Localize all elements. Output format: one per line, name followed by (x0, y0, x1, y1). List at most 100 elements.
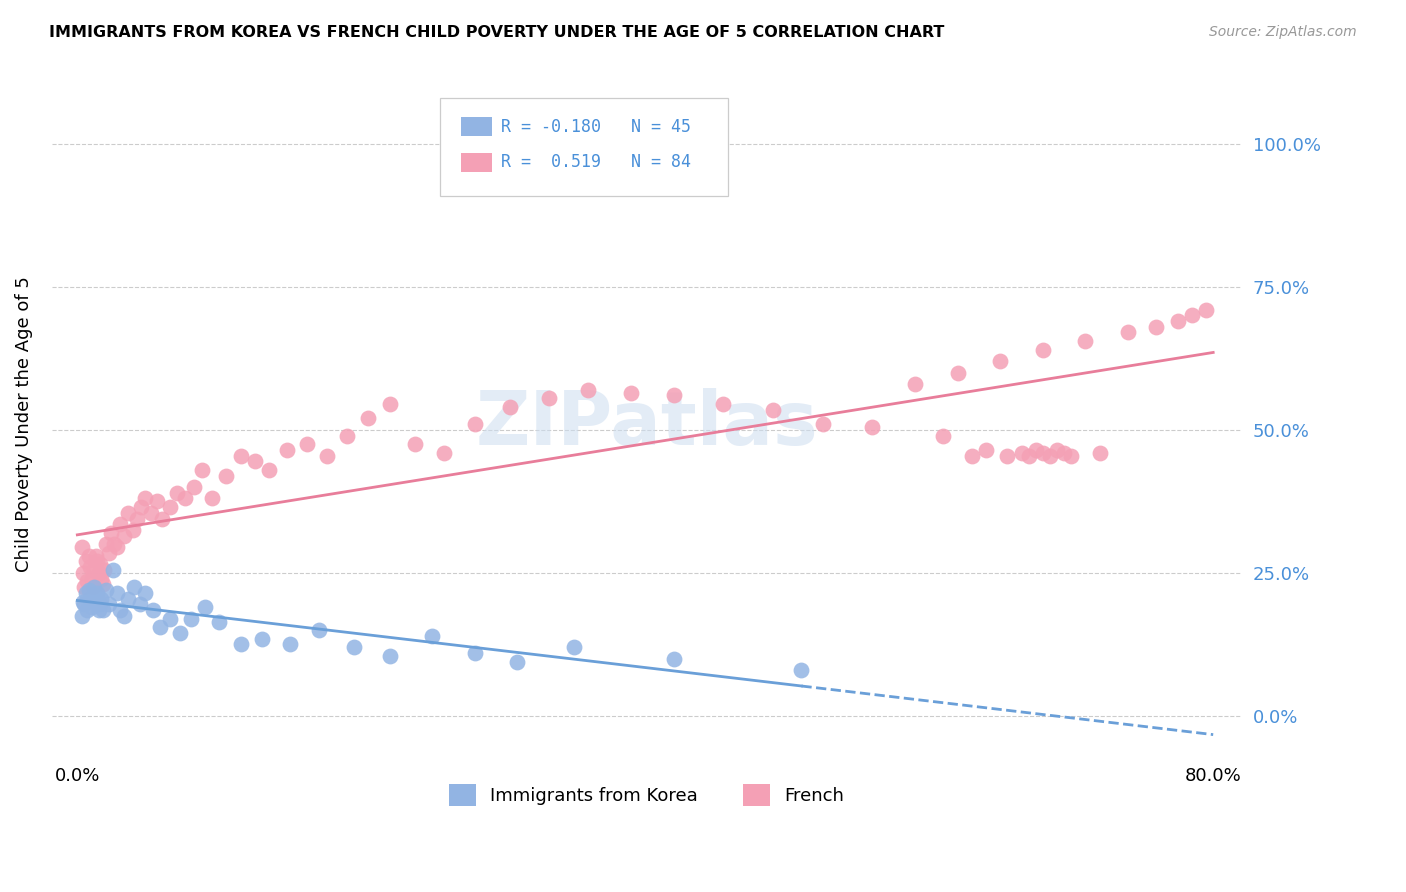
Point (72, 594, 94, 608)
Point (995, 449, 1018, 463)
Point (139, 506, 162, 520)
Point (84, 594, 107, 608)
Point (183, 480, 205, 494)
Point (105, 586, 128, 600)
Point (578, 383, 600, 397)
Point (562, 640, 585, 655)
Point (166, 485, 188, 500)
Point (97, 546, 120, 560)
Point (1046, 442, 1069, 457)
Point (142, 603, 165, 617)
Point (94, 582, 117, 597)
Point (506, 655, 529, 669)
Point (93, 563, 115, 577)
Point (86, 554, 108, 568)
Point (194, 600, 217, 615)
Point (80, 600, 103, 615)
Point (159, 500, 181, 514)
Text: Source: ZipAtlas.com: Source: ZipAtlas.com (1209, 25, 1357, 39)
Point (1032, 445, 1054, 459)
Point (72, 566, 94, 580)
Point (343, 640, 366, 655)
Point (89, 558, 111, 572)
Point (357, 411, 380, 425)
Point (129, 500, 152, 514)
Point (960, 449, 983, 463)
Point (112, 608, 135, 623)
Point (89, 598, 111, 612)
Point (257, 463, 280, 477)
Point (811, 417, 834, 431)
Point (97, 598, 120, 612)
Point (862, 420, 884, 434)
Point (243, 454, 266, 468)
Point (1053, 445, 1076, 459)
Point (1018, 449, 1040, 463)
Point (229, 449, 252, 463)
Point (87, 603, 110, 617)
Point (87, 566, 110, 580)
Point (125, 511, 148, 525)
Point (1011, 445, 1033, 459)
Point (122, 580, 145, 594)
Point (169, 626, 191, 640)
Point (1074, 334, 1097, 348)
Point (988, 354, 1011, 368)
Point (90, 591, 112, 606)
Point (278, 637, 301, 651)
Legend: Immigrants from Korea, French: Immigrants from Korea, French (441, 777, 852, 814)
Point (404, 437, 426, 451)
Y-axis label: Child Poverty Under the Age of 5: Child Poverty Under the Age of 5 (15, 277, 32, 572)
Point (121, 523, 143, 537)
Point (499, 400, 522, 414)
Point (904, 376, 927, 391)
Point (91, 577, 114, 591)
Point (537, 392, 560, 406)
Point (103, 537, 125, 551)
Point (82, 580, 104, 594)
Text: R =  0.519   N = 84: R = 0.519 N = 84 (501, 153, 690, 171)
Point (208, 615, 231, 629)
Point (229, 637, 252, 651)
Point (73, 580, 96, 594)
Point (433, 445, 456, 459)
Text: ZIPatlas: ZIPatlas (475, 387, 818, 460)
Point (79, 591, 101, 606)
Point (215, 468, 238, 483)
Point (662, 652, 685, 666)
Point (1116, 326, 1139, 340)
Point (1181, 308, 1204, 322)
Point (378, 397, 401, 411)
Point (82, 589, 104, 603)
Point (80, 572, 103, 586)
Point (308, 623, 330, 637)
Point (378, 648, 401, 663)
Point (932, 428, 955, 442)
Point (297, 437, 319, 451)
Point (420, 629, 443, 643)
Point (70, 608, 93, 623)
Point (77, 582, 100, 597)
Point (1144, 319, 1167, 334)
Point (76, 574, 98, 589)
Point (464, 417, 486, 431)
Point (1088, 445, 1111, 459)
Point (91, 603, 114, 617)
Point (75, 554, 97, 568)
Point (1025, 442, 1047, 457)
Point (84, 549, 107, 563)
Point (276, 442, 298, 457)
Point (316, 449, 339, 463)
Point (108, 603, 131, 617)
Point (117, 591, 139, 606)
Point (336, 428, 359, 442)
Point (77, 549, 100, 563)
Point (1039, 449, 1062, 463)
Point (620, 385, 643, 400)
Point (134, 586, 156, 600)
Point (108, 517, 131, 532)
Point (79, 560, 101, 574)
Point (1060, 449, 1083, 463)
Point (974, 442, 997, 457)
Point (83, 580, 105, 594)
